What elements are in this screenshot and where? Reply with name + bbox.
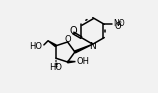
Polygon shape	[48, 41, 56, 47]
Text: HO: HO	[49, 63, 62, 72]
Text: N: N	[89, 43, 96, 51]
Text: O: O	[114, 22, 121, 31]
Text: O: O	[70, 26, 77, 36]
Text: NO: NO	[113, 19, 125, 28]
Polygon shape	[68, 61, 75, 63]
Polygon shape	[74, 44, 93, 53]
Text: 2: 2	[118, 21, 122, 26]
Text: OH: OH	[76, 57, 89, 66]
Text: HO: HO	[30, 42, 43, 51]
Text: O: O	[65, 35, 71, 44]
